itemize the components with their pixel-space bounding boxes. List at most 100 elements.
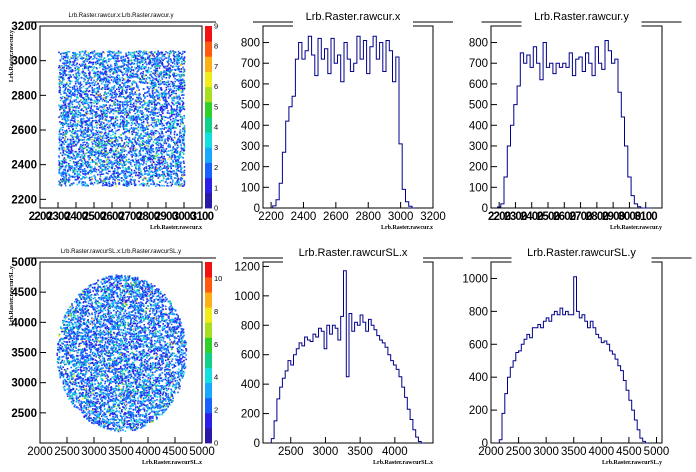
- heatmap-cell: [157, 79, 159, 82]
- heatmap-cell: [91, 160, 94, 162]
- heatmap-cell: [75, 130, 77, 133]
- heatmap-cell: [179, 151, 181, 154]
- heatmap-cell: [139, 53, 141, 56]
- heatmap-cell: [60, 121, 63, 124]
- heatmap-cell: [68, 91, 70, 94]
- heatmap-cell: [79, 87, 81, 90]
- heatmap-cell: [118, 95, 120, 98]
- heatmap-cell: [146, 153, 149, 155]
- heatmap-cell: [183, 74, 185, 76]
- heatmap-cell: [105, 99, 108, 102]
- heatmap-cell: [146, 169, 148, 172]
- heatmap-cell: [63, 134, 66, 136]
- heatmap-cell: [78, 148, 81, 151]
- heatmap-cell: [74, 67, 76, 69]
- heatmap-cell: [117, 157, 120, 159]
- heatmap-cell: [128, 66, 130, 69]
- heatmap-cell: [180, 109, 183, 111]
- heatmap-cell: [70, 94, 73, 96]
- heatmap-cell: [81, 71, 83, 73]
- heatmap-cell: [166, 166, 168, 168]
- heatmap-cell: [134, 148, 136, 150]
- heatmap-cell: [149, 79, 152, 82]
- heatmap-cell: [90, 129, 92, 132]
- heatmap-cell: [129, 175, 131, 177]
- heatmap-cell: [165, 86, 168, 89]
- heatmap-cell: [168, 154, 171, 156]
- heatmap-cell: [77, 80, 79, 83]
- heatmap-cell: [117, 60, 120, 63]
- heatmap-cell: [84, 78, 86, 81]
- heatmap-cell: [62, 141, 64, 143]
- heatmap-cell: [119, 111, 121, 113]
- heatmap-cell: [98, 58, 100, 61]
- heatmap-cell: [183, 75, 185, 77]
- heatmap-cell: [175, 168, 178, 171]
- heatmap-cell: [79, 95, 81, 97]
- heatmap-cell: [125, 64, 128, 66]
- heatmap-cell: [89, 136, 91, 139]
- heatmap-cell: [67, 152, 70, 155]
- heatmap-cell: [98, 154, 101, 156]
- heatmap-cell: [97, 158, 99, 160]
- heatmap-cell: [69, 56, 72, 59]
- heatmap-cell: [85, 53, 87, 56]
- heatmap-cell: [81, 148, 84, 150]
- heatmap-cell: [64, 98, 67, 101]
- heatmap-cell: [87, 51, 89, 54]
- heatmap-cell: [74, 135, 76, 138]
- heatmap-cell: [107, 172, 109, 175]
- heatmap-cell: [116, 162, 119, 165]
- heatmap-cell: [90, 101, 92, 104]
- heatmap-cell: [60, 108, 63, 110]
- heatmap-cell: [60, 77, 62, 79]
- heatmap-cell: [160, 72, 163, 75]
- heatmap-cell: [158, 57, 160, 59]
- heatmap-cell: [131, 51, 134, 54]
- heatmap-cell: [94, 161, 97, 164]
- heatmap-cell: [88, 118, 90, 121]
- heatmap-cell: [123, 123, 125, 126]
- heatmap-cell: [98, 181, 101, 184]
- heatmap-cell: [81, 156, 84, 158]
- heatmap-cell: [96, 150, 99, 153]
- heatmap-cell: [125, 103, 128, 105]
- heatmap-cell: [122, 160, 125, 163]
- heatmap-cell: [162, 135, 165, 137]
- heatmap-cell: [101, 111, 103, 113]
- heatmap-cell: [107, 92, 110, 94]
- heatmap-cell: [133, 52, 135, 54]
- heatmap-cell: [182, 107, 185, 110]
- heatmap-cell: [65, 96, 67, 99]
- heatmap-cell: [159, 114, 161, 116]
- heatmap-cell: [122, 66, 124, 68]
- heatmap-cell: [93, 66, 96, 68]
- heatmap-cell: [99, 70, 102, 73]
- heatmap-cell: [135, 160, 138, 162]
- heatmap-cell: [182, 58, 184, 61]
- heatmap-cell: [96, 96, 98, 99]
- heatmap-cell: [174, 55, 177, 58]
- heatmap-cell: [83, 184, 86, 186]
- heatmap-cell: [128, 115, 131, 117]
- heatmap-cell: [180, 170, 183, 173]
- heatmap-cell: [124, 104, 127, 106]
- heatmap-cell: [63, 168, 65, 171]
- heatmap-cell: [109, 116, 111, 118]
- heatmap-cell: [61, 67, 64, 69]
- heatmap-cell: [131, 130, 133, 133]
- heatmap-cell: [114, 60, 117, 63]
- heatmap-cell: [144, 96, 147, 98]
- heatmap-cell: [115, 57, 117, 60]
- heatmap-cell: [114, 91, 117, 94]
- heatmap-cell: [136, 111, 138, 114]
- heatmap-cell: [181, 142, 184, 144]
- heatmap-cell: [80, 143, 82, 146]
- heatmap-cell: [72, 169, 74, 171]
- heatmap-cell: [100, 139, 103, 142]
- heatmap-cell: [159, 109, 162, 112]
- heatmap-cell: [164, 107, 166, 110]
- heatmap-cell: [58, 147, 61, 150]
- heatmap-cell: [98, 59, 101, 62]
- heatmap-cell: [140, 101, 143, 103]
